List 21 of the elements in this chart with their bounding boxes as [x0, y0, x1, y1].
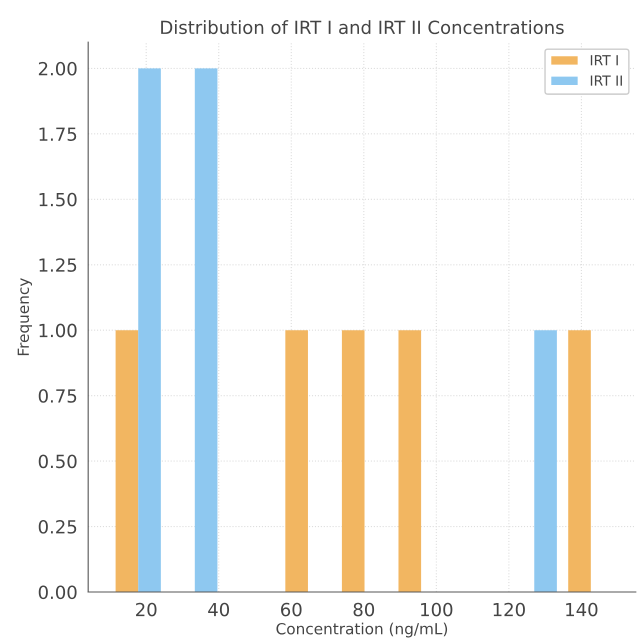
y-tick-label: 1.75 [40, 128, 76, 141]
chart-title: Distribution of IRT I and IRT II Concentrations [161, 20, 564, 34]
y-tick-label: 0.25 [38, 520, 76, 534]
x-tick-label: 80 [354, 602, 374, 616]
x-tick-label: 20 [136, 602, 156, 616]
x-tick-label: 120 [494, 602, 525, 616]
y-axis-title: Frequency [18, 278, 32, 356]
y-tick-label: 0.75 [38, 389, 76, 403]
y-tick-label: 2.00 [38, 62, 77, 76]
legend-label: IRT I [590, 55, 618, 66]
y-tick-label: 1.00 [40, 324, 77, 338]
y-tick-label: 0.50 [38, 454, 77, 468]
y-tick-label: 1.50 [40, 192, 77, 206]
x-tick-label: 140 [566, 602, 598, 616]
x-axis-title: Concentration (ng/mL) [276, 622, 448, 638]
x-tick-label: 60 [281, 602, 302, 616]
legend-label: IRT II [590, 76, 622, 86]
x-tick-label: 100 [421, 602, 452, 616]
y-tick-label: 1.25 [40, 258, 76, 272]
y-tick-label: 0.00 [38, 585, 77, 600]
x-tick-label: 40 [208, 602, 230, 616]
